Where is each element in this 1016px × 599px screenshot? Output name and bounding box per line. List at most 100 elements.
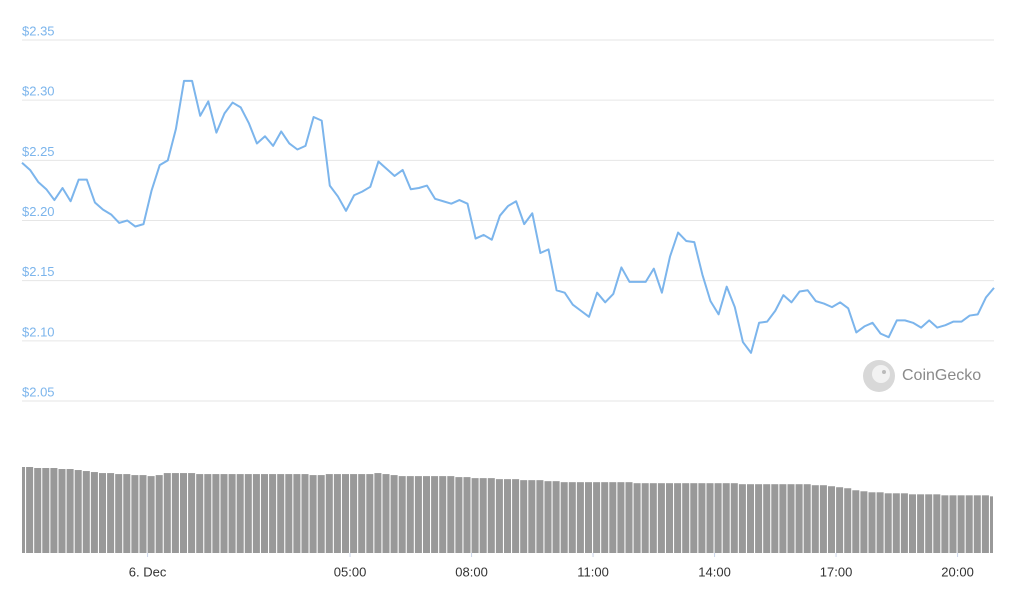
volume-bar	[528, 480, 536, 553]
volume-bar	[714, 483, 722, 553]
volume-bar	[26, 467, 34, 553]
volume-bar	[204, 474, 212, 553]
y-tick-label: $2.05	[22, 384, 55, 399]
volume-bar	[609, 482, 617, 553]
volume-bar	[479, 478, 487, 553]
volume-bar	[82, 471, 90, 553]
volume-bar	[771, 484, 779, 553]
volume-bar	[625, 482, 633, 553]
volume-bar	[155, 475, 163, 553]
volume-bar	[390, 475, 398, 553]
volume-bar	[552, 481, 560, 553]
price-line	[21, 79, 995, 354]
volume-bar	[406, 476, 414, 553]
volume-bar	[107, 473, 115, 553]
volume-bar	[374, 473, 382, 553]
volume-bar	[471, 478, 479, 553]
volume-bar	[520, 480, 528, 553]
volume-bar	[220, 474, 228, 553]
volume-bar	[512, 479, 520, 553]
x-tick-label: 6. Dec	[129, 564, 167, 579]
volume-bar	[706, 483, 714, 553]
volume-bar	[463, 477, 471, 553]
volume-bar	[593, 482, 601, 553]
volume-bar	[503, 479, 512, 553]
volume-bar	[431, 476, 439, 553]
volume-bar	[212, 474, 220, 553]
volume-bar	[908, 494, 917, 553]
volume-bar	[34, 468, 42, 553]
volume-bar	[925, 494, 933, 553]
volume-bar	[674, 483, 682, 553]
price-plot: $2.05 $2.10 $2.15 $2.20 $2.25 $2.30 $2.35	[21, 23, 995, 402]
volume-bar	[171, 473, 179, 553]
volume-bar	[74, 470, 82, 553]
volume-bar	[779, 484, 787, 553]
volume-bar	[398, 476, 406, 553]
volume-bar	[941, 495, 949, 553]
volume-bar	[366, 474, 374, 553]
volume-bar	[301, 474, 309, 553]
watermark-logo-eye	[882, 370, 886, 374]
volume-bar	[755, 484, 763, 553]
volume-bar	[900, 493, 908, 553]
y-tick-label: $2.20	[22, 204, 55, 219]
volume-bar	[422, 476, 431, 553]
volume-bar	[188, 473, 196, 553]
volume-bar	[252, 474, 260, 553]
y-tick-label: $2.25	[22, 144, 55, 159]
volume-plot: 6. Dec 05:00 08:00 11:00 14:00 17:00 20:00	[22, 467, 993, 579]
volume-bar	[22, 467, 26, 553]
volume-bar	[763, 484, 771, 553]
watermark-text: CoinGecko	[902, 367, 981, 384]
volume-bar	[633, 483, 641, 553]
volume-bar	[722, 483, 730, 553]
volume-bar	[657, 483, 665, 553]
volume-bar	[350, 474, 358, 553]
volume-bar	[260, 474, 269, 553]
y-tick-label: $2.10	[22, 324, 55, 339]
volume-bar	[487, 478, 495, 553]
volume-bar	[285, 474, 293, 553]
volume-bar	[981, 495, 989, 553]
volume-bar	[933, 494, 941, 553]
volume-bar	[844, 488, 852, 553]
volume-bar	[269, 474, 277, 553]
volume-bar	[244, 474, 252, 553]
volume-bar	[236, 474, 244, 553]
volume-bar	[682, 483, 690, 553]
volume-bar	[827, 486, 836, 553]
volume-bar	[617, 482, 625, 553]
volume-bar	[293, 474, 301, 553]
volume-bar	[819, 485, 827, 553]
volume-bar	[536, 480, 544, 553]
watermark-logo-face	[872, 365, 890, 383]
volume-bar	[98, 473, 107, 553]
x-tick-label: 20:00	[941, 564, 974, 579]
volume-bar	[665, 483, 674, 553]
volume-bar	[836, 487, 844, 553]
volume-bar	[131, 475, 139, 553]
x-tick-label: 17:00	[820, 564, 853, 579]
volume-bar	[811, 485, 819, 553]
volume-bar	[123, 474, 131, 553]
volume-bar	[560, 482, 568, 553]
watermark: CoinGecko	[863, 360, 981, 392]
volume-bar	[42, 468, 50, 553]
volume-bar	[989, 496, 993, 553]
volume-bar	[90, 472, 98, 553]
volume-bar	[455, 477, 463, 553]
volume-bar	[568, 482, 576, 553]
volume-bar	[341, 474, 350, 553]
volume-bar	[917, 494, 925, 553]
volume-bar	[698, 483, 706, 553]
volume-bar	[957, 495, 965, 553]
x-tick-label: 14:00	[698, 564, 731, 579]
volume-bar	[147, 476, 155, 553]
volume-bar	[641, 483, 649, 553]
volume-bar	[803, 484, 811, 553]
volume-bar	[58, 469, 66, 553]
volume-bar	[601, 482, 609, 553]
